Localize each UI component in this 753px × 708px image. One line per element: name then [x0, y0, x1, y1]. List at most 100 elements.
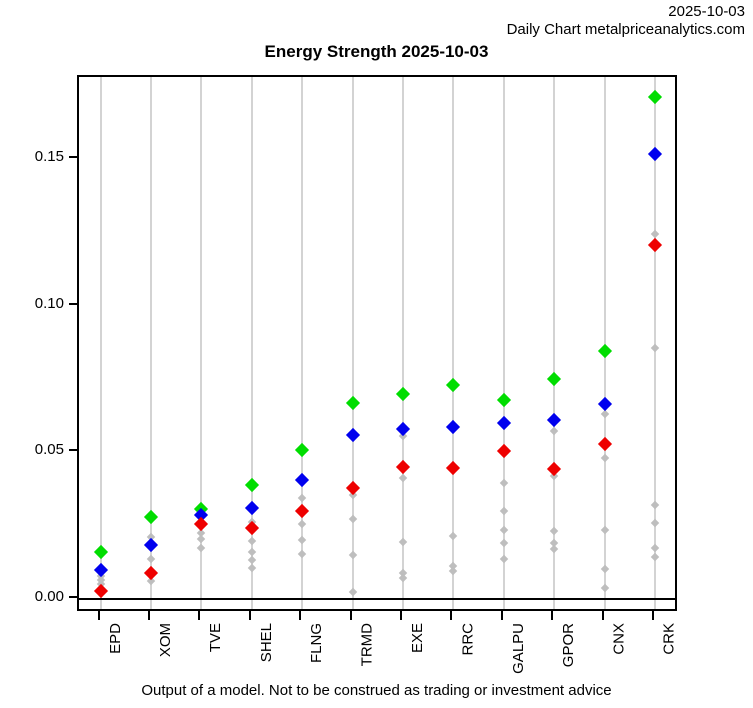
gray-minor-diamond-marker: [247, 564, 256, 573]
gridline: [149, 77, 152, 609]
red-diamond-marker: [597, 436, 612, 451]
x-axis-label: GALPU: [509, 623, 527, 674]
gridline: [553, 77, 556, 609]
gray-minor-diamond-marker: [197, 543, 206, 552]
blue-diamond-marker: [395, 421, 411, 436]
x-axis-label: GPOR: [560, 623, 578, 668]
y-axis-tick: [69, 155, 77, 158]
blue-diamond-marker: [295, 472, 310, 487]
gray-minor-diamond-marker: [297, 493, 307, 503]
gray-minor-diamond-marker: [398, 537, 408, 547]
header-date: 2025-10-03: [668, 3, 745, 20]
red-diamond-marker: [446, 460, 461, 475]
gray-minor-diamond-marker: [247, 536, 256, 546]
red-diamond-marker: [648, 238, 663, 253]
red-diamond-marker: [496, 443, 511, 458]
blue-diamond-marker: [547, 413, 562, 428]
blue-diamond-marker: [244, 500, 259, 515]
x-axis-label: EPD: [106, 623, 124, 654]
x-axis-tick: [551, 611, 554, 620]
blue-diamond-marker: [597, 397, 612, 412]
green-diamond-marker: [547, 371, 562, 386]
green-diamond-marker: [496, 392, 511, 407]
gray-minor-diamond-marker: [499, 525, 509, 534]
blue-diamond-marker: [93, 562, 108, 577]
gridline: [301, 77, 304, 609]
gray-minor-diamond-marker: [650, 543, 660, 552]
gray-minor-diamond-marker: [499, 478, 509, 488]
chart-title: Energy Strength 2025-10-03: [264, 42, 489, 61]
x-axis-label: TVE: [207, 623, 225, 653]
gray-minor-diamond-marker: [499, 538, 509, 548]
blue-diamond-marker: [648, 147, 663, 162]
gridline: [99, 77, 102, 609]
red-diamond-marker: [93, 584, 108, 599]
green-diamond-marker: [446, 377, 461, 392]
gray-minor-diamond-marker: [550, 545, 559, 554]
zero-line: [79, 598, 675, 600]
blue-diamond-marker: [446, 419, 461, 435]
red-diamond-marker: [143, 565, 158, 580]
x-axis-tick: [601, 611, 604, 620]
red-diamond-marker: [194, 517, 209, 532]
gray-minor-diamond-marker: [348, 587, 357, 597]
gray-minor-diamond-marker: [449, 566, 458, 576]
red-diamond-marker: [547, 461, 562, 477]
y-axis-tick: [69, 596, 77, 598]
gray-minor-diamond-marker: [650, 552, 660, 562]
gray-minor-diamond-marker: [650, 500, 660, 509]
y-axis-label: 0.15: [34, 147, 64, 165]
x-axis-tick: [97, 611, 100, 620]
plot-area: [77, 75, 677, 611]
gray-minor-diamond-marker: [600, 453, 609, 463]
gray-minor-diamond-marker: [499, 554, 509, 564]
y-axis-tick: [69, 302, 77, 305]
gridline: [402, 77, 405, 609]
x-axis-tick: [500, 611, 503, 620]
x-axis-label: XOM: [156, 623, 174, 658]
gray-minor-diamond-marker: [600, 526, 609, 535]
gray-minor-diamond-marker: [650, 229, 660, 239]
x-axis-label: EXE: [409, 623, 427, 654]
red-diamond-marker: [345, 480, 360, 495]
gray-minor-diamond-marker: [499, 506, 509, 515]
gray-minor-diamond-marker: [297, 549, 307, 558]
x-axis-tick: [198, 611, 201, 620]
y-axis-tick: [69, 449, 77, 452]
green-diamond-marker: [93, 544, 108, 559]
gray-minor-diamond-marker: [398, 473, 408, 483]
gray-minor-diamond-marker: [146, 555, 156, 564]
red-diamond-marker: [395, 460, 411, 475]
green-diamond-marker: [648, 90, 663, 105]
x-axis-tick: [349, 611, 352, 620]
gridline: [452, 77, 455, 609]
gray-minor-diamond-marker: [348, 514, 357, 523]
x-axis-tick: [147, 611, 150, 620]
y-axis-label: 0.05: [34, 441, 64, 459]
gray-minor-diamond-marker: [650, 518, 660, 527]
green-diamond-marker: [295, 443, 310, 458]
y-axis-label: 0.10: [34, 294, 64, 312]
gridline: [351, 77, 354, 609]
x-axis-tick: [652, 611, 655, 620]
gridline: [654, 77, 657, 609]
blue-diamond-marker: [345, 428, 360, 443]
y-axis-label: 0.00: [34, 588, 64, 605]
gray-minor-diamond-marker: [449, 531, 458, 540]
gridline: [603, 77, 606, 609]
gray-minor-diamond-marker: [550, 427, 559, 436]
x-axis-label: SHEL: [257, 623, 275, 663]
blue-diamond-marker: [143, 537, 158, 553]
header-source: Daily Chart metalpriceanalytics.com: [506, 21, 745, 38]
chart-caption: Output of a model. Not to be construed a…: [141, 682, 612, 699]
x-axis-tick: [299, 611, 302, 620]
gray-minor-diamond-marker: [600, 583, 609, 593]
x-axis-tick: [400, 611, 403, 620]
green-diamond-marker: [597, 343, 612, 359]
gray-minor-diamond-marker: [297, 535, 307, 545]
x-axis-tick: [450, 611, 453, 620]
gray-minor-diamond-marker: [197, 534, 206, 544]
gray-minor-diamond-marker: [348, 550, 357, 560]
x-axis-label: CNX: [610, 623, 628, 655]
